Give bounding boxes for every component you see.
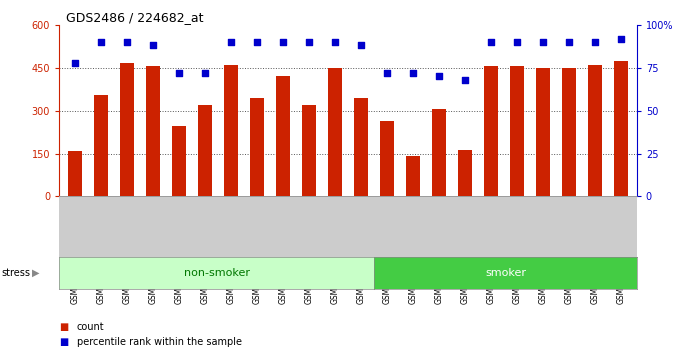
Bar xyxy=(172,126,186,196)
Point xyxy=(278,39,289,45)
Point xyxy=(564,39,575,45)
Text: count: count xyxy=(77,322,104,332)
Point xyxy=(329,39,340,45)
Point xyxy=(407,70,418,76)
Bar xyxy=(302,105,316,196)
Point xyxy=(251,39,262,45)
Bar xyxy=(223,65,238,196)
Bar xyxy=(94,95,108,196)
Point xyxy=(512,39,523,45)
Point xyxy=(199,70,210,76)
Bar xyxy=(510,66,524,196)
Bar xyxy=(562,68,576,196)
Bar xyxy=(458,150,473,196)
Point xyxy=(381,70,393,76)
Bar xyxy=(536,68,551,196)
Point xyxy=(95,39,106,45)
Point xyxy=(616,36,627,41)
Point xyxy=(148,42,159,48)
Bar xyxy=(432,109,446,196)
Bar xyxy=(276,76,290,196)
Text: ▶: ▶ xyxy=(32,268,40,278)
Bar xyxy=(380,121,394,196)
Text: ■: ■ xyxy=(59,337,68,347)
Bar xyxy=(145,66,160,196)
Point xyxy=(486,39,497,45)
Point xyxy=(537,39,548,45)
Point xyxy=(459,77,470,82)
Bar xyxy=(406,156,420,196)
Point xyxy=(121,39,132,45)
Bar xyxy=(68,151,82,196)
Text: percentile rank within the sample: percentile rank within the sample xyxy=(77,337,242,347)
Bar xyxy=(120,63,134,196)
Text: GDS2486 / 224682_at: GDS2486 / 224682_at xyxy=(66,11,204,24)
Text: non-smoker: non-smoker xyxy=(184,268,250,278)
Text: stress: stress xyxy=(1,268,31,278)
Point xyxy=(303,39,315,45)
Bar xyxy=(198,105,212,196)
Text: smoker: smoker xyxy=(485,268,526,278)
Point xyxy=(173,70,184,76)
Bar xyxy=(588,65,602,196)
Point xyxy=(356,42,367,48)
Point xyxy=(434,73,445,79)
Bar xyxy=(354,98,368,196)
Bar xyxy=(484,66,498,196)
Bar xyxy=(614,61,628,196)
Point xyxy=(590,39,601,45)
Text: ■: ■ xyxy=(59,322,68,332)
Bar xyxy=(250,98,264,196)
Point xyxy=(226,39,237,45)
Point xyxy=(69,60,80,65)
Bar xyxy=(328,68,342,196)
